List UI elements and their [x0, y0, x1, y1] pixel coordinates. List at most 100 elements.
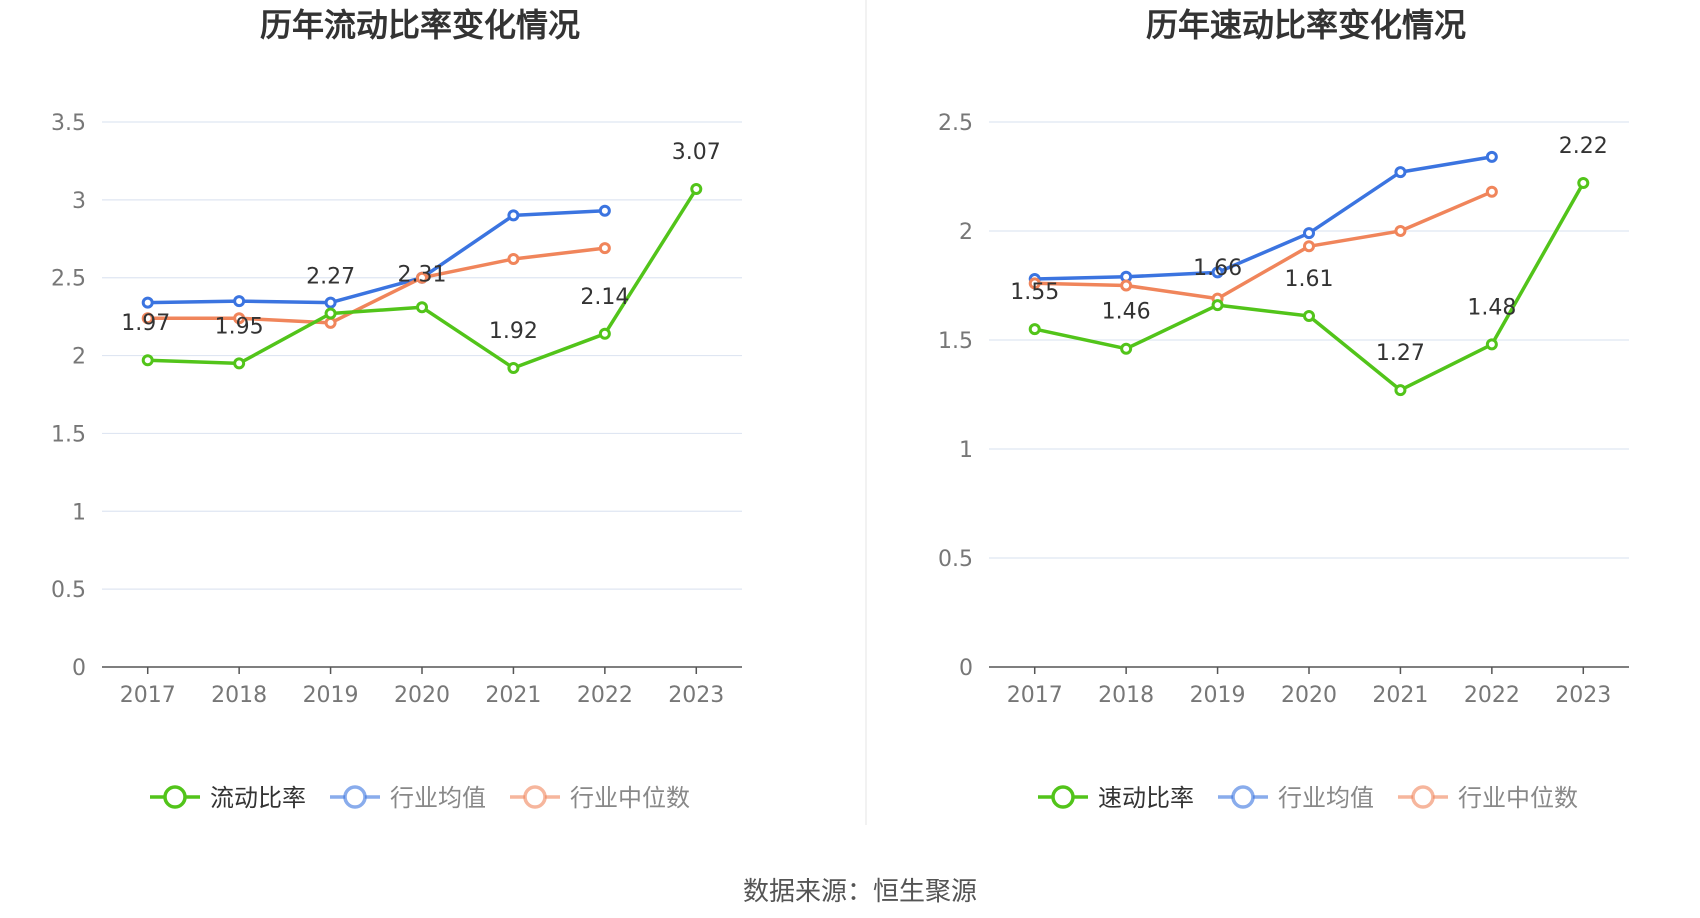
legend-item: 行业中位数	[510, 784, 690, 812]
data-label: 2.14	[580, 285, 629, 310]
data-point	[507, 209, 520, 222]
data-point	[1485, 338, 1498, 351]
legend-label: 行业均值	[1278, 784, 1374, 812]
data-label: 1.92	[489, 319, 538, 344]
y-tick-label: 3.5	[51, 111, 86, 136]
legend-circle-icon	[1411, 785, 1435, 809]
data-point	[233, 312, 246, 325]
x-tick-label: 2017	[1007, 683, 1063, 708]
data-label: 1.66	[1193, 256, 1242, 281]
y-tick-label: 0.5	[938, 547, 973, 572]
data-point	[507, 253, 520, 266]
legend-item: 流动比率	[150, 784, 306, 812]
legend-label: 行业中位数	[1458, 784, 1578, 812]
data-point	[1028, 323, 1041, 336]
data-point	[1394, 166, 1407, 179]
y-tick-label: 0	[959, 656, 973, 681]
source-text: 数据来源：恒生聚源	[743, 877, 977, 907]
data-point	[1577, 177, 1590, 190]
data-point	[598, 204, 611, 217]
x-tick-label: 2018	[211, 683, 267, 708]
quick-ratio-chart: 历年速动比率变化情况 0 0.5 1 1.5 2 2.5 2017 2018 2019 2020 20…	[938, 6, 1629, 812]
data-point	[233, 357, 246, 370]
data-point	[141, 312, 154, 325]
data-point	[141, 296, 154, 309]
y-tick-label: 2	[72, 345, 86, 370]
data-label: 1.61	[1285, 267, 1334, 292]
data-label: 1.55	[1010, 280, 1059, 305]
data-label: 2.31	[398, 262, 447, 287]
chart-title: 历年流动比率变化情况	[260, 6, 580, 44]
data-point	[1394, 225, 1407, 237]
y-tick-label: 0	[72, 656, 86, 681]
x-tick-label: 2023	[1555, 683, 1611, 708]
y-tick-label: 1	[959, 438, 973, 463]
data-point	[324, 296, 337, 309]
y-tick-label: 2.5	[51, 267, 86, 292]
x-tick-label: 2022	[1464, 683, 1520, 708]
data-point	[1303, 240, 1315, 253]
x-tick-label: 2023	[668, 683, 724, 708]
x-tick-label: 2021	[1372, 683, 1428, 708]
data-label: 1.48	[1467, 295, 1516, 320]
legend-circle-icon	[1231, 785, 1255, 809]
legend-item: 速动比率	[1038, 784, 1194, 812]
x-tick-label: 2021	[485, 683, 541, 708]
legend-item: 行业中位数	[1398, 784, 1578, 812]
data-point	[1303, 227, 1315, 240]
legend-circle-icon	[163, 785, 187, 809]
data-point	[1211, 266, 1224, 279]
y-tick-label: 0.5	[51, 578, 86, 603]
x-tick-label: 2019	[303, 683, 359, 708]
current-ratio-chart: 历年流动比率变化情况 0 0.5 1 1.5 2 2.5 3 3.5 2017 2018 2019 20…	[51, 6, 742, 812]
legend-label: 速动比率	[1098, 784, 1194, 812]
data-label: 3.07	[672, 140, 721, 165]
chart-title: 历年速动比率变化情况	[1146, 6, 1466, 44]
series-line	[147, 246, 606, 325]
data-point	[507, 362, 520, 375]
series-line	[147, 209, 605, 305]
data-point	[598, 242, 611, 255]
data-point	[598, 327, 611, 340]
legend-label: 行业中位数	[570, 784, 690, 812]
data-point	[1120, 342, 1133, 355]
data-label: 1.27	[1376, 341, 1425, 366]
data-point	[1394, 384, 1407, 397]
legend-circle-icon	[1051, 785, 1075, 809]
data-point	[1211, 299, 1224, 312]
y-tick-label: 2.5	[938, 111, 973, 136]
x-tick-label: 2018	[1098, 683, 1154, 708]
legend-label: 流动比率	[210, 784, 306, 812]
y-tick-label: 3	[72, 189, 86, 214]
y-tick-label: 1.5	[938, 329, 973, 354]
data-point	[1028, 277, 1041, 290]
data-point	[324, 316, 337, 329]
legend-circle-icon	[343, 785, 367, 809]
series-line	[1034, 155, 1493, 281]
legend-item: 行业均值	[1218, 784, 1374, 812]
data-point	[1485, 150, 1498, 163]
legend-item: 行业均值	[330, 784, 486, 812]
data-label: 2.22	[1559, 134, 1608, 159]
data-label: 1.95	[215, 314, 264, 339]
data-point	[416, 271, 428, 284]
data-label: 1.46	[1102, 300, 1151, 325]
data-point	[1120, 279, 1133, 292]
data-point	[233, 295, 246, 308]
legend-circle-icon	[523, 785, 547, 809]
x-tick-label: 2019	[1190, 683, 1246, 708]
x-tick-label: 2017	[120, 683, 176, 708]
x-tick-label: 2020	[1281, 683, 1337, 708]
x-tick-label: 2020	[394, 683, 450, 708]
x-tick-label: 2022	[577, 683, 633, 708]
y-tick-label: 2	[959, 220, 973, 245]
y-tick-label: 1.5	[51, 422, 86, 447]
data-point	[1303, 310, 1315, 323]
legend-label: 行业均值	[390, 784, 486, 812]
data-point	[1485, 185, 1498, 198]
series-line	[1034, 190, 1493, 301]
y-tick-label: 1	[72, 500, 86, 525]
data-point	[416, 301, 428, 314]
